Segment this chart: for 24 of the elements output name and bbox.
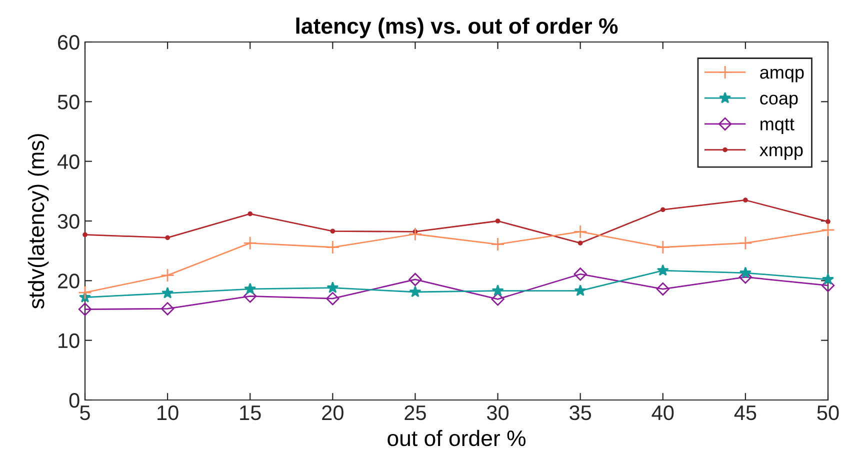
legend-label: xmpp	[760, 146, 803, 160]
legend-label: amqp	[760, 68, 804, 82]
y-tick-label: 50	[58, 94, 80, 110]
x-tick-label: 45	[734, 406, 756, 420]
chart-title: latency (ms) vs. out of order %	[296, 18, 618, 38]
y-tick-label: 30	[58, 214, 80, 229]
legend-label: coap	[760, 94, 798, 108]
x-tick-label: 25	[404, 405, 426, 420]
x-tick-label: 10	[158, 405, 178, 420]
y-tick-label: 10	[58, 333, 80, 348]
x-tick-label: 15	[240, 406, 261, 420]
x-tick-label: 35	[570, 405, 592, 420]
legend-label: mqtt	[760, 118, 794, 134]
y-axis-title: stdv(latency) (ms)	[28, 134, 49, 309]
x-tick-label: 30	[486, 405, 509, 420]
x-tick-label: 5	[80, 406, 90, 420]
y-tick-label: 20	[58, 274, 80, 288]
y-tick-label: 40	[57, 154, 80, 170]
x-tick-label: 50	[817, 405, 839, 420]
y-tick-label: 0	[69, 393, 80, 408]
x-tick-label: 40	[652, 405, 674, 420]
y-tick-label: 60	[58, 35, 80, 50]
x-axis-title: out of order %	[388, 430, 526, 446]
x-tick-label: 20	[322, 405, 344, 420]
